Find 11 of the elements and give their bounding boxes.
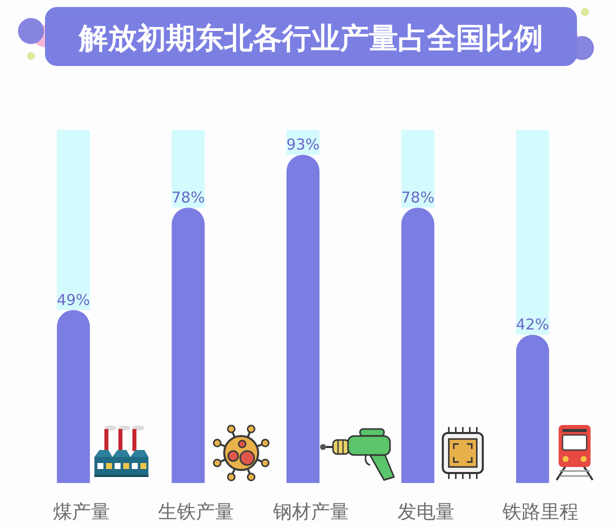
- x-tick-label: 铁路里程: [502, 501, 579, 523]
- x-tick-label: 生铁产量: [158, 501, 234, 523]
- data-label: 42%: [516, 316, 550, 334]
- data-label: 49%: [56, 291, 90, 310]
- chart-title: 解放初期东北各行业产量占全国比例: [78, 21, 543, 55]
- data-label: 78%: [172, 188, 205, 207]
- data-label: 78%: [401, 188, 434, 207]
- x-tick-label: 钢材产量: [272, 501, 349, 523]
- data-label: 93%: [286, 136, 320, 154]
- x-tick-label: 煤产量: [52, 501, 110, 523]
- x-tick-label: 发电量: [397, 501, 454, 523]
